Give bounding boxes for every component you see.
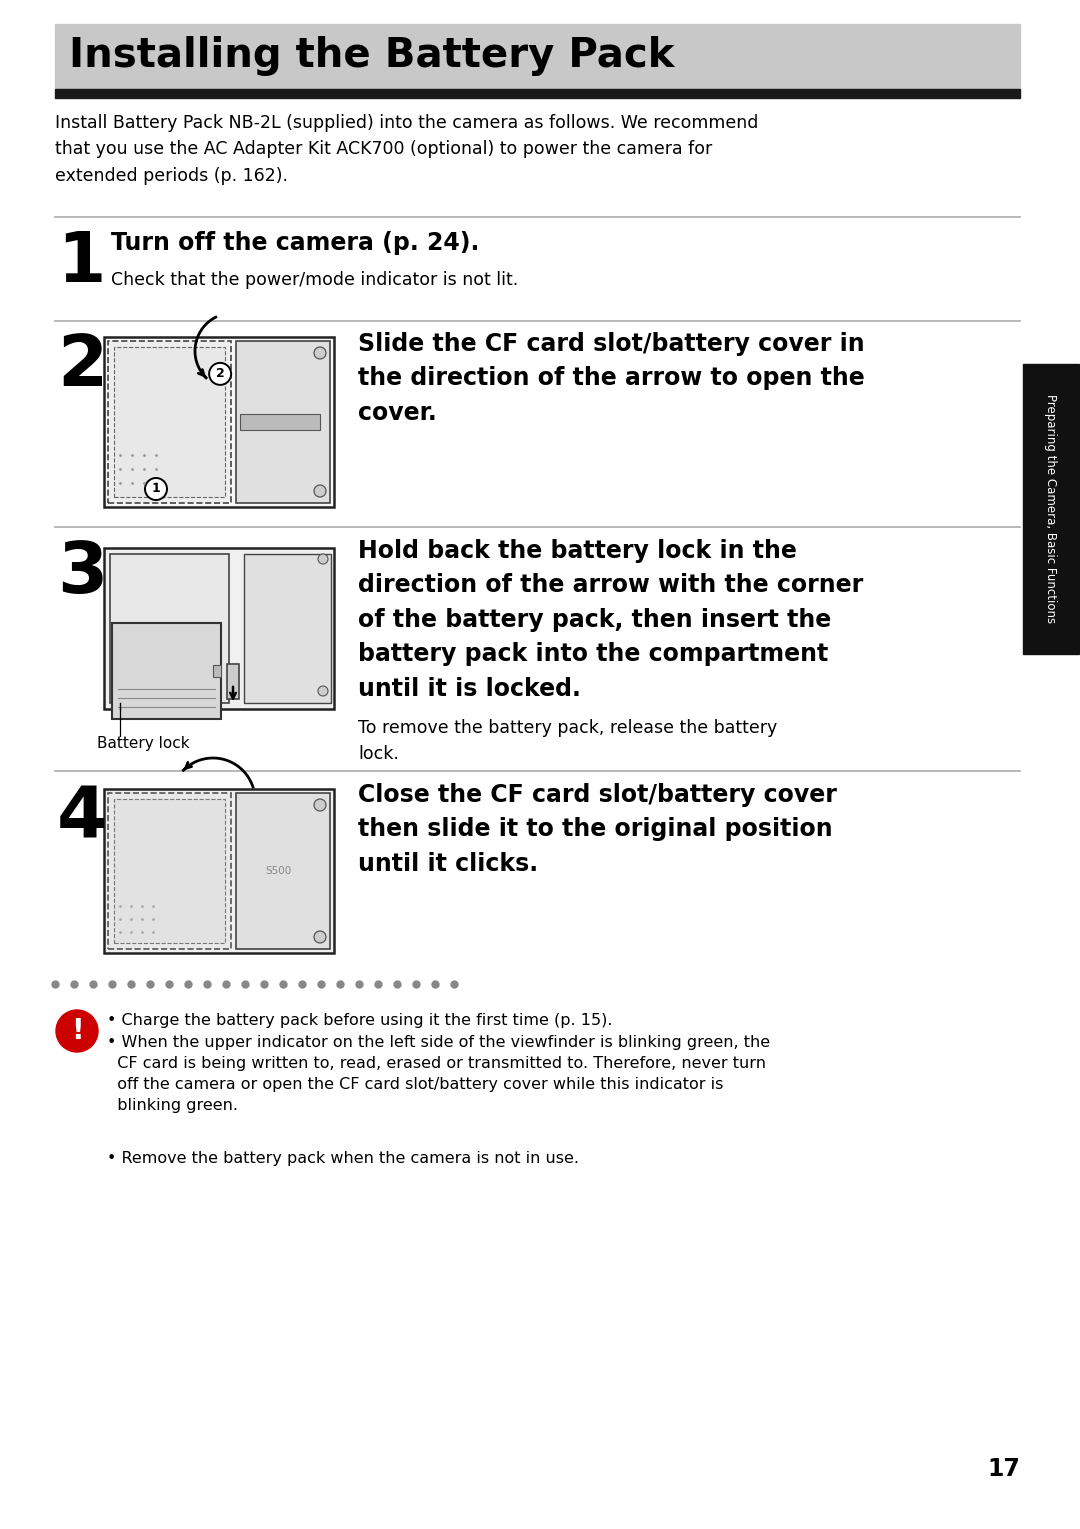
Text: !: ! [70, 1017, 83, 1044]
Text: Close the CF card slot/battery cover
then slide it to the original position
unti: Close the CF card slot/battery cover the… [357, 783, 837, 876]
Bar [244, 553, 330, 703]
Bar [114, 800, 225, 943]
Text: Installing the Battery Pack: Installing the Battery Pack [69, 37, 675, 76]
Circle shape [318, 553, 328, 564]
Circle shape [145, 479, 167, 500]
Text: S500: S500 [265, 865, 292, 876]
Text: 2: 2 [57, 332, 107, 401]
Bar [108, 794, 231, 950]
Text: 1: 1 [57, 229, 105, 297]
Bar [104, 547, 334, 709]
Circle shape [314, 347, 326, 359]
Circle shape [56, 1011, 98, 1052]
Circle shape [210, 362, 231, 385]
Bar [110, 553, 229, 703]
Text: Preparing the Camera, Basic Functions: Preparing the Camera, Basic Functions [1044, 394, 1057, 624]
Bar [104, 789, 334, 953]
Bar [112, 622, 221, 719]
Text: 3: 3 [57, 540, 107, 609]
Circle shape [314, 800, 326, 810]
Text: • Charge the battery pack before using it the first time (p. 15).: • Charge the battery pack before using i… [107, 1014, 612, 1027]
Text: 1: 1 [151, 483, 160, 495]
Text: Slide the CF card slot/battery cover in
the direction of the arrow to open the
c: Slide the CF card slot/battery cover in … [357, 332, 865, 425]
Bar [55, 89, 1020, 98]
Text: Hold back the battery lock in the
direction of the arrow with the corner
of the : Hold back the battery lock in the direct… [357, 540, 863, 700]
Bar [55, 24, 1020, 89]
Text: Turn off the camera (p. 24).: Turn off the camera (p. 24). [111, 231, 480, 255]
Bar [237, 794, 330, 950]
Text: • When the upper indicator on the left side of the viewfinder is blinking green,: • When the upper indicator on the left s… [107, 1035, 770, 1113]
Text: Install Battery Pack NB-2L (supplied) into the camera as follows. We recommend
t: Install Battery Pack NB-2L (supplied) in… [55, 115, 758, 185]
Bar [104, 336, 334, 508]
Text: 2: 2 [216, 367, 225, 381]
Text: 4: 4 [57, 783, 107, 852]
Bar [1023, 364, 1079, 654]
Bar [237, 341, 330, 503]
Bar [213, 665, 221, 677]
Text: Battery lock: Battery lock [97, 735, 190, 751]
Bar [240, 414, 320, 430]
Bar [114, 347, 225, 497]
Text: Check that the power/mode indicator is not lit.: Check that the power/mode indicator is n… [111, 271, 518, 289]
Text: To remove the battery pack, release the battery
lock.: To remove the battery pack, release the … [357, 719, 778, 763]
Text: • Remove the battery pack when the camera is not in use.: • Remove the battery pack when the camer… [107, 1151, 579, 1167]
Circle shape [318, 687, 328, 696]
Bar [108, 341, 231, 503]
Circle shape [314, 931, 326, 943]
Circle shape [314, 485, 326, 497]
Text: 17: 17 [987, 1457, 1020, 1482]
Bar [227, 664, 239, 699]
